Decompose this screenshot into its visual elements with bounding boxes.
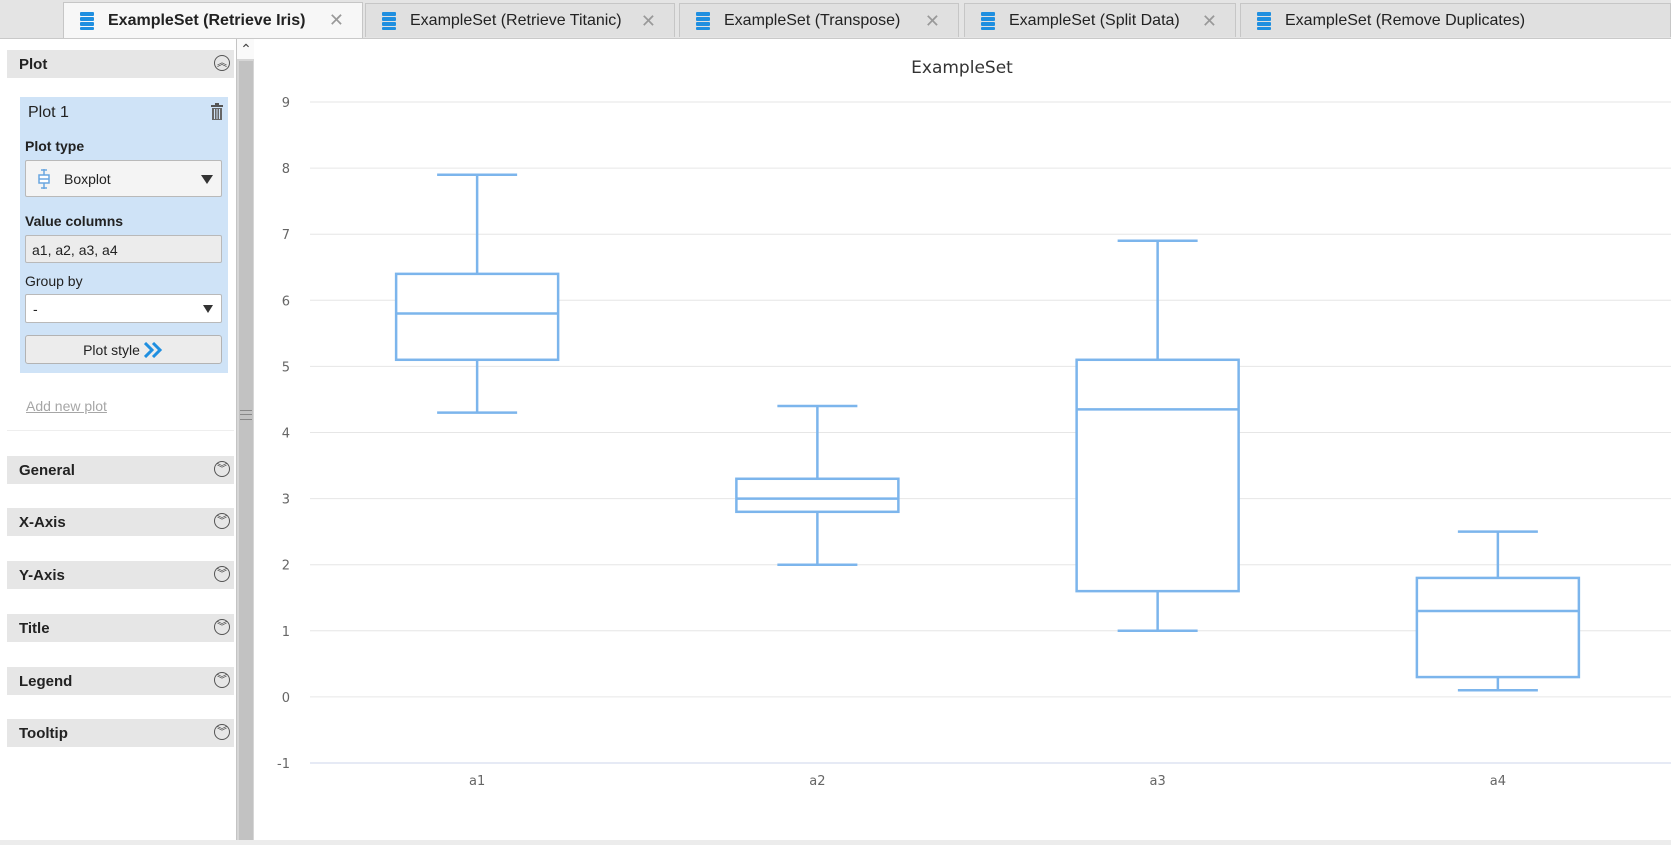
tab-label: ExampleSet (Retrieve Iris) — [108, 11, 306, 29]
dataset-icon — [382, 11, 396, 30]
y-tick-label: 2 — [282, 559, 290, 574]
close-icon[interactable]: ✕ — [1201, 11, 1217, 31]
tab-label: ExampleSet (Remove Duplicates) — [1285, 11, 1526, 29]
y-tick-label: 5 — [282, 360, 290, 375]
y-tick-label: 7 — [282, 228, 290, 243]
plot-type-value: Boxplot — [64, 171, 111, 187]
dropdown-arrow-icon — [203, 305, 213, 313]
expand-icon[interactable]: ︾ — [214, 619, 230, 635]
scroll-up-icon[interactable]: ⌃ — [237, 39, 255, 59]
y-tick-label: 3 — [282, 493, 290, 508]
tab-label: ExampleSet (Split Data) — [1009, 11, 1180, 29]
plot-title: Plot 1 — [28, 104, 69, 121]
group-by-value: - — [33, 301, 38, 317]
y-axis-ticks: -1 0 1 2 3 4 5 6 7 8 9 — [277, 96, 290, 772]
boxes — [394, 173, 1581, 692]
splitter-grip-icon[interactable] — [240, 410, 252, 420]
x-tick-label: a2 — [809, 774, 825, 789]
section-label: Legend — [19, 672, 73, 690]
expand-icon[interactable]: ︾ — [214, 724, 230, 740]
section-plot[interactable]: Plot ︽ — [7, 50, 234, 78]
dataset-icon — [1257, 11, 1271, 30]
section-label: General — [19, 461, 75, 479]
y-tick-label: -1 — [277, 757, 290, 772]
plot-style-button[interactable]: Plot style — [25, 335, 222, 364]
x-tick-label: a1 — [469, 774, 485, 789]
group-by-select[interactable]: - — [25, 294, 222, 323]
plot-type-select[interactable]: Boxplot — [25, 160, 222, 197]
expand-icon[interactable]: ︾ — [214, 513, 230, 529]
section-tooltip[interactable]: Tooltip ︾ — [7, 719, 234, 747]
section-label: Title — [19, 619, 50, 637]
y-tick-label: 8 — [282, 162, 290, 177]
tab-retrieve-iris[interactable]: ExampleSet (Retrieve Iris) ✕ — [63, 2, 363, 38]
dataset-icon — [80, 11, 94, 30]
collapse-icon[interactable]: ︽ — [214, 55, 230, 71]
dataset-icon — [696, 11, 710, 30]
tab-label: ExampleSet (Retrieve Titanic) — [410, 11, 622, 29]
boxplot-chart: ExampleSet -1 0 1 2 3 4 5 6 7 8 9 a1 a2 a3 a4 — [277, 58, 1671, 789]
close-icon[interactable]: ✕ — [328, 10, 344, 30]
section-title[interactable]: Title ︾ — [7, 614, 234, 642]
plot-style-label: Plot style — [83, 341, 140, 358]
section-label: Y-Axis — [19, 566, 65, 584]
section-y-axis[interactable]: Y-Axis ︾ — [7, 561, 234, 589]
dataset-icon — [981, 11, 995, 30]
tab-split-data[interactable]: ExampleSet (Split Data) ✕ — [964, 3, 1236, 37]
tab-retrieve-titanic[interactable]: ExampleSet (Retrieve Titanic) ✕ — [365, 3, 675, 37]
plot-1-card: Plot 1 Plot type Boxplot Value columns a… — [20, 97, 228, 373]
trash-icon[interactable] — [211, 103, 223, 120]
expand-icon[interactable]: ︾ — [214, 672, 230, 688]
grid-lines — [310, 101, 1671, 764]
tab-label: ExampleSet (Transpose) — [724, 11, 901, 29]
y-tick-label: 0 — [282, 691, 290, 706]
boxplot-icon — [38, 169, 50, 189]
section-label: Tooltip — [19, 724, 68, 742]
divider — [7, 430, 234, 431]
value-columns-label: Value columns — [25, 213, 124, 229]
close-icon[interactable]: ✕ — [924, 11, 940, 31]
x-axis-ticks: a1 a2 a3 a4 — [469, 774, 1506, 789]
iqr-box — [735, 477, 900, 514]
expand-icon[interactable]: ︾ — [214, 566, 230, 582]
iqr-box — [394, 272, 560, 362]
y-tick-label: 1 — [282, 625, 290, 640]
chart-title: ExampleSet — [911, 58, 1013, 78]
expand-icon[interactable]: ︾ — [214, 461, 230, 477]
box-a2 — [735, 404, 900, 566]
x-tick-label: a3 — [1150, 774, 1166, 789]
x-tick-label: a4 — [1490, 774, 1506, 789]
y-tick-label: 9 — [282, 96, 290, 111]
double-chevron-right-icon — [143, 341, 163, 358]
section-label: X-Axis — [19, 513, 66, 531]
box-a4 — [1415, 530, 1581, 692]
plot-type-label: Plot type — [25, 138, 85, 154]
iqr-box — [1415, 576, 1581, 679]
add-new-plot-link[interactable]: Add new plot — [26, 398, 107, 414]
box-a3 — [1075, 239, 1240, 633]
y-tick-label: 4 — [282, 427, 290, 442]
chart-area: ExampleSet -1 0 1 2 3 4 5 6 7 8 9 a1 a2 a3 a4 — [254, 39, 1671, 840]
y-tick-label: 6 — [282, 294, 290, 309]
tab-remove-duplicates[interactable]: ExampleSet (Remove Duplicates) — [1240, 3, 1671, 37]
dropdown-arrow-icon — [201, 175, 213, 184]
box-a1 — [394, 173, 560, 414]
section-general[interactable]: General ︾ — [7, 456, 234, 484]
tab-transpose[interactable]: ExampleSet (Transpose) ✕ — [679, 3, 959, 37]
tab-bar: ExampleSet (Retrieve Iris) ✕ ExampleSet … — [0, 0, 1671, 39]
value-columns-field[interactable]: a1, a2, a3, a4 — [25, 235, 222, 263]
value-columns-value: a1, a2, a3, a4 — [32, 242, 118, 258]
section-legend[interactable]: Legend ︾ — [7, 667, 234, 695]
section-label: Plot — [19, 55, 48, 73]
iqr-box — [1075, 358, 1240, 593]
scrollbar-thumb[interactable] — [239, 61, 253, 840]
panel-scrollbar[interactable]: ⌃ — [236, 39, 255, 840]
group-by-label: Group by — [25, 273, 83, 289]
section-x-axis[interactable]: X-Axis ︾ — [7, 508, 234, 536]
close-icon[interactable]: ✕ — [640, 11, 656, 31]
